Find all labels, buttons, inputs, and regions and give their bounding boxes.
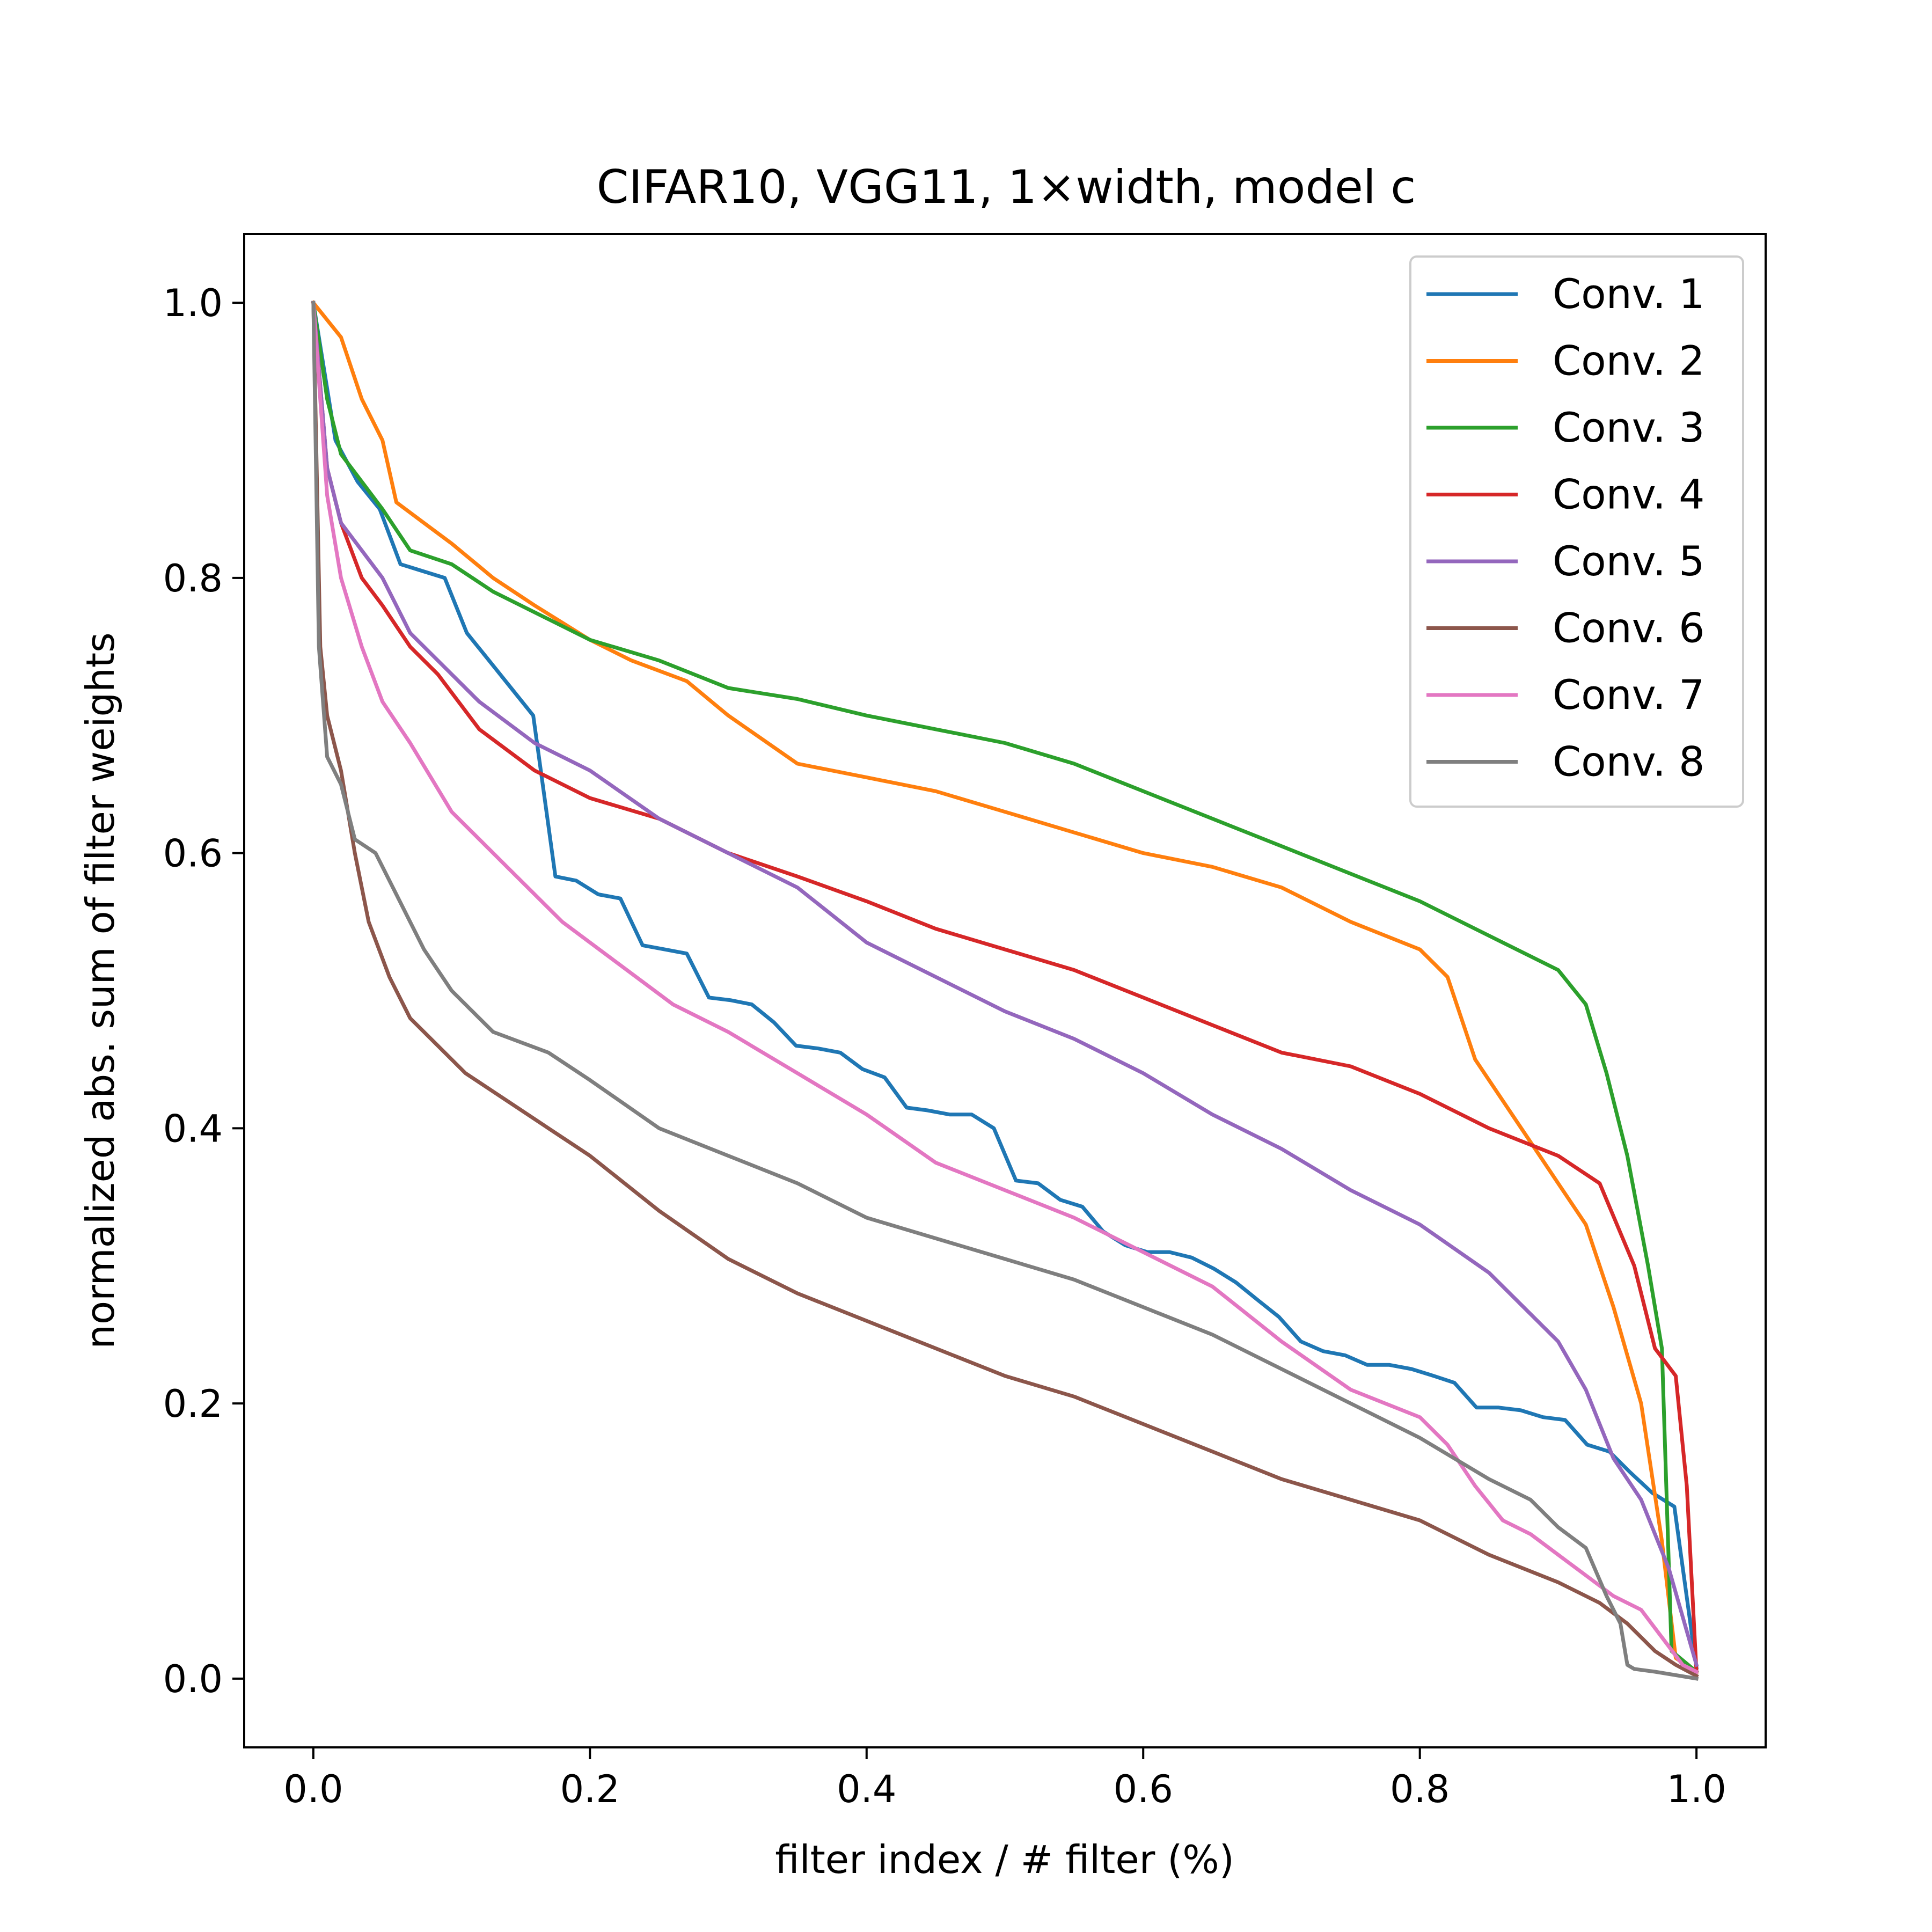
x-tick-label: 0.6 bbox=[1114, 1767, 1173, 1811]
legend-label-conv-2: Conv. 2 bbox=[1553, 337, 1704, 385]
x-tick-label: 0.0 bbox=[283, 1767, 343, 1811]
legend-label-conv-7: Conv. 7 bbox=[1553, 671, 1704, 719]
legend-label-conv-1: Conv. 1 bbox=[1553, 270, 1704, 318]
series-line-conv-2 bbox=[310, 300, 1699, 1674]
legend-label-conv-6: Conv. 6 bbox=[1553, 604, 1704, 652]
x-tick-label: 0.8 bbox=[1390, 1767, 1450, 1811]
series-line-conv-3 bbox=[311, 301, 1700, 1674]
series-line-conv-4 bbox=[311, 301, 1699, 1674]
series-line-conv-5 bbox=[311, 301, 1699, 1667]
y-tick-label: 0.6 bbox=[163, 832, 223, 876]
series-line-conv-8 bbox=[311, 301, 1699, 1681]
legend-label-conv-4: Conv. 4 bbox=[1553, 471, 1704, 518]
x-tick-label: 0.4 bbox=[837, 1767, 896, 1811]
series-line-conv-7 bbox=[311, 301, 1699, 1674]
series-line-conv-1 bbox=[311, 301, 1699, 1670]
x-axis: 0.0 0.2 0.4 0.6 0.8 1.0 bbox=[283, 1747, 1726, 1811]
legend-label-conv-8: Conv. 8 bbox=[1553, 738, 1704, 786]
chart-title: CIFAR10, VGG11, 1×width, model c bbox=[597, 160, 1416, 214]
legend-label-conv-5: Conv. 5 bbox=[1553, 537, 1704, 585]
legend-label-conv-3: Conv. 3 bbox=[1553, 404, 1704, 451]
y-axis-label: normalized abs. sum of filter weights bbox=[78, 632, 123, 1349]
x-tick-label: 1.0 bbox=[1666, 1767, 1726, 1811]
legend-box bbox=[1409, 255, 1744, 808]
x-tick-label: 0.2 bbox=[560, 1767, 620, 1811]
series-line-conv-6 bbox=[311, 301, 1699, 1679]
y-tick-label: 1.0 bbox=[163, 281, 223, 325]
y-tick-label: 0.0 bbox=[163, 1657, 223, 1701]
y-tick-label: 0.4 bbox=[163, 1107, 223, 1151]
plot-frame bbox=[243, 233, 1767, 1748]
series-layer bbox=[310, 300, 1700, 1681]
y-axis: 0.0 0.2 0.4 0.6 0.8 1.0 bbox=[163, 281, 244, 1701]
y-tick-label: 0.2 bbox=[163, 1382, 223, 1426]
y-tick-label: 0.8 bbox=[163, 557, 223, 601]
legend: Conv. 1 Conv. 2 Conv. 3 Conv. 4 Conv. 5 Conv.… bbox=[1409, 255, 1744, 808]
x-axis-label: filter index / # filter (%) bbox=[775, 1837, 1234, 1882]
